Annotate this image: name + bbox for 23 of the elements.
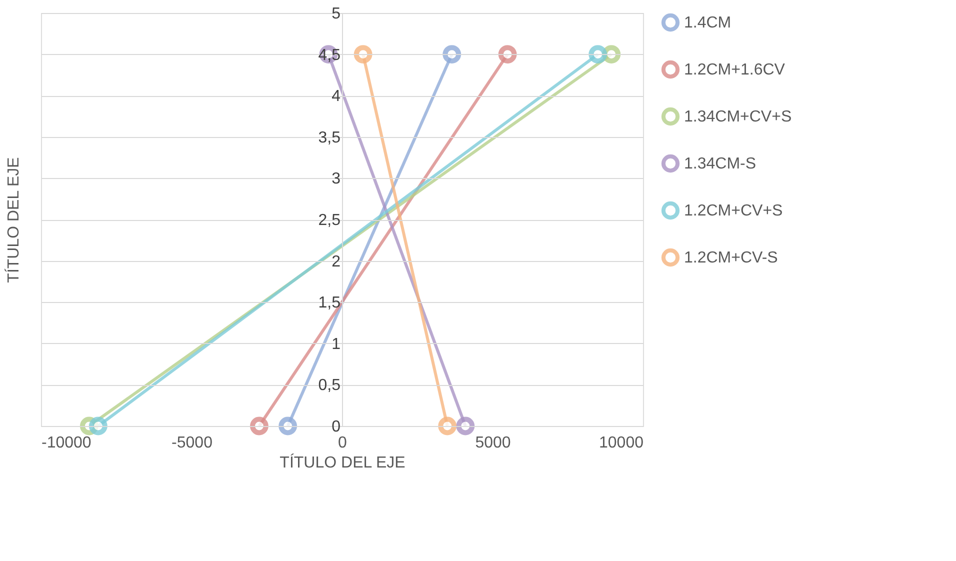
y-tick-label: 5: [332, 6, 341, 22]
y-tick-label: 4,5: [318, 46, 341, 64]
x-tick-label: 10000: [599, 434, 644, 452]
x-tick-label: 5000: [475, 434, 511, 452]
legend-label: 1.2CM+CV+S: [684, 202, 783, 220]
y-tick-label: 2,5: [318, 212, 341, 229]
y-tick-label: 2: [332, 253, 341, 270]
x-tick-label: -5000: [172, 434, 213, 452]
y-tick-label: 0,5: [318, 377, 341, 394]
y-tick-label: 1: [332, 336, 341, 353]
y-tick-label: 0: [332, 418, 341, 436]
y-axis-title: TÍTULO DEL EJE: [4, 157, 22, 283]
y-tick-label: 3,5: [318, 129, 341, 146]
y-tick-label: 1,5: [318, 294, 341, 312]
y-tick-label: 3: [332, 170, 341, 188]
x-axis-title: TÍTULO DEL EJE: [280, 454, 406, 472]
legend-label: 1.34CM-S: [684, 156, 756, 172]
legend-label: 1.2CM+CV-S: [684, 250, 778, 266]
legend-label: 1.4CM: [684, 14, 732, 32]
legend-label: 1.34CM+CV+S: [684, 108, 792, 126]
x-tick-label: -10000: [42, 434, 92, 452]
y-tick-label: 4: [332, 88, 341, 106]
legend-label: 1.2CM+1.6CV: [684, 62, 786, 78]
